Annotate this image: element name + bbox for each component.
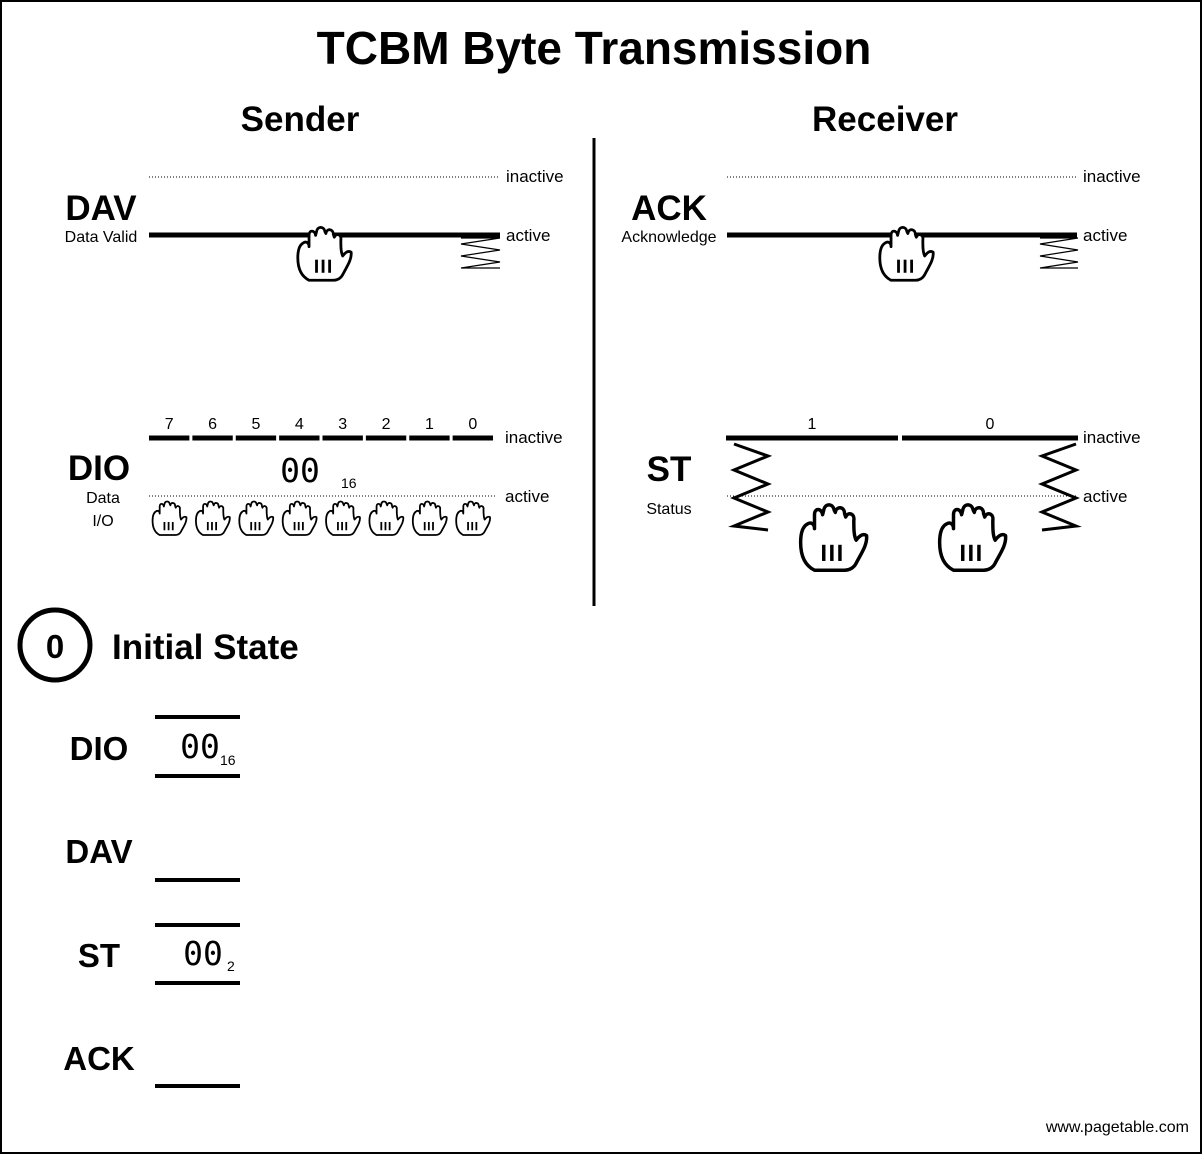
dio-label: DIO	[68, 449, 130, 488]
dio-bit-hand-icon-6	[195, 500, 231, 536]
dio-bit-hand-icon-4	[281, 500, 318, 536]
dio-bus-value: 00	[280, 451, 320, 490]
dio-bit-hand-icon-5	[238, 500, 275, 536]
st-left-spring-icon	[728, 442, 773, 532]
ack-inactive-label: inactive	[1083, 167, 1141, 186]
credit-text: www.pagetable.com	[1045, 1119, 1189, 1136]
state-number: 0	[46, 628, 64, 665]
ack-active-label: active	[1083, 226, 1127, 245]
ack-label: ACK	[631, 189, 707, 228]
st-bit1-hand-icon	[798, 503, 869, 573]
dio-bit-number-7: 7	[165, 416, 174, 433]
dio-bit-hand-icon-0	[455, 500, 492, 536]
dio-active-label: active	[505, 487, 549, 506]
receiver-heading: Receiver	[812, 100, 958, 139]
dav-active-label: active	[506, 226, 550, 245]
state-st-value: 00	[183, 934, 223, 973]
dio-bit-hand-icon-3	[325, 500, 361, 536]
state-st-base: 2	[227, 958, 235, 974]
st-bit-number-1: 1	[808, 416, 817, 433]
dav-label: DAV	[65, 189, 137, 228]
dio-bit-number-5: 5	[251, 416, 260, 433]
initial-state-group: 0 Initial State DIO 00 16 DAV ST 00 2 AC…	[17, 607, 299, 1088]
ack-spring-icon	[1039, 237, 1079, 269]
state-dav-label: DAV	[65, 833, 132, 870]
state-dio-value: 00	[180, 727, 220, 766]
dio-bit-hand-icon-7	[151, 500, 188, 536]
dav-line-group: inactive active DAV Data Valid	[65, 167, 564, 282]
dio-bit-number-6: 6	[208, 416, 217, 433]
dio-bit-lines: 7 6 5 4 3 2 1 0	[149, 416, 493, 536]
dio-bit-number-0: 0	[468, 416, 477, 433]
dio-bit-number-2: 2	[382, 416, 391, 433]
state-dio-base: 16	[220, 752, 236, 768]
ack-line-group: inactive active ACK Acknowledge	[621, 167, 1141, 282]
dio-bit-number-4: 4	[295, 416, 304, 433]
dio-sublabel-line1: Data	[86, 490, 120, 507]
ack-sublabel: Acknowledge	[621, 229, 716, 246]
st-label: ST	[647, 450, 692, 489]
dio-bit-number-3: 3	[338, 416, 347, 433]
dio-bit-hand-icon-2	[368, 500, 405, 536]
dav-inactive-label: inactive	[506, 167, 564, 186]
st-bit-number-0: 0	[986, 416, 995, 433]
state-ack-label: ACK	[63, 1040, 135, 1077]
dio-bus-base: 16	[341, 475, 357, 491]
page-title: TCBM Byte Transmission	[317, 22, 872, 74]
dio-sublabel-line2: I/O	[92, 513, 113, 530]
st-right-spring-icon	[1037, 442, 1082, 532]
dav-sublabel: Data Valid	[65, 229, 138, 246]
dio-inactive-label: inactive	[505, 428, 563, 447]
st-inactive-label: inactive	[1083, 428, 1141, 447]
state-st-label: ST	[78, 937, 120, 974]
st-bit0-hand-icon	[937, 503, 1008, 573]
dio-bit-number-1: 1	[425, 416, 434, 433]
state-number-circle	[17, 607, 93, 683]
state-dio-label: DIO	[70, 730, 129, 767]
state-title: Initial State	[112, 628, 299, 667]
dav-spring-icon	[460, 237, 501, 269]
st-sublabel: Status	[646, 501, 691, 518]
st-active-label: active	[1083, 487, 1127, 506]
sender-heading: Sender	[241, 100, 360, 139]
dio-bus-group: DIO Data I/O inactive active 00 16 7 6 5 4 3…	[68, 416, 563, 536]
dio-bit-hand-icon-1	[411, 500, 448, 536]
